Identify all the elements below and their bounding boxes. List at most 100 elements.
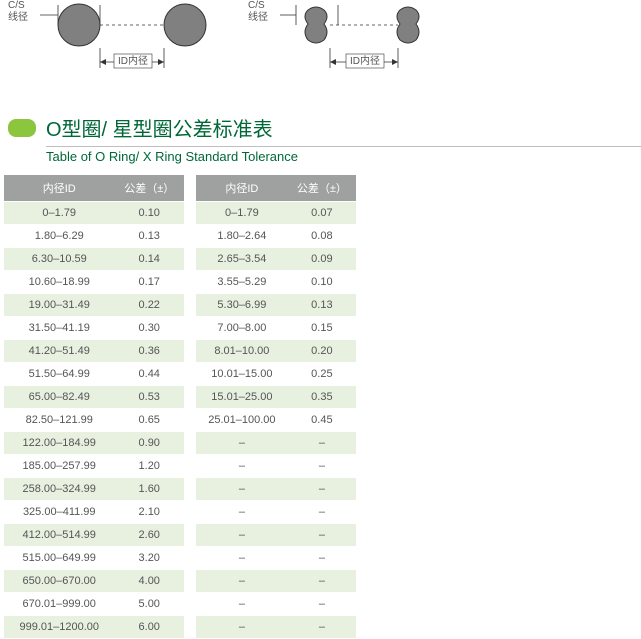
- table-right: 内径ID 公差（±） 0–1.790.071.80–2.640.082.65–3…: [196, 174, 356, 639]
- cell-tol: –: [288, 478, 356, 500]
- cell-tol: –: [288, 570, 356, 592]
- table-row: 82.50–121.990.65: [4, 409, 184, 431]
- diagram-oring: C/S 线径 ID内径: [10, 0, 210, 83]
- cell-tol: 2.10: [114, 501, 184, 523]
- cell-tol: 0.13: [288, 294, 356, 316]
- table-row: 2.65–3.540.09: [196, 248, 356, 270]
- cell-id: 1.80–2.64: [196, 225, 288, 247]
- table-row: 650.00–670.004.00: [4, 570, 184, 592]
- cell-tol: 0.17: [114, 271, 184, 293]
- table-row: ––: [196, 570, 356, 592]
- cell-tol: 0.09: [288, 248, 356, 270]
- cell-id: 31.50–41.19: [4, 317, 114, 339]
- cell-tol: 0.08: [288, 225, 356, 247]
- title-en: Table of O Ring/ X Ring Standard Toleran…: [46, 149, 641, 164]
- cell-tol: –: [288, 432, 356, 454]
- accent-pill-icon: [8, 119, 36, 137]
- cell-tol: 0.65: [114, 409, 184, 431]
- cell-id: 82.50–121.99: [4, 409, 114, 431]
- table-row: ––: [196, 547, 356, 569]
- table-row: 25.01–100.000.45: [196, 409, 356, 431]
- cell-tol: 0.10: [114, 202, 184, 224]
- title-rule: [46, 146, 641, 147]
- cell-id: 0–1.79: [196, 202, 288, 224]
- cell-id: 65.00–82.49: [4, 386, 114, 408]
- cell-tol: 0.53: [114, 386, 184, 408]
- table-row: 258.00–324.991.60: [4, 478, 184, 500]
- cell-id: 515.00–649.99: [4, 547, 114, 569]
- table-row: 0–1.790.07: [196, 202, 356, 224]
- cell-tol: 0.13: [114, 225, 184, 247]
- table-row: 31.50–41.190.30: [4, 317, 184, 339]
- cell-id: –: [196, 616, 288, 638]
- cell-id: 10.01–15.00: [196, 363, 288, 385]
- table-row: 122.00–184.990.90: [4, 432, 184, 454]
- table-row: 19.00–31.490.22: [4, 294, 184, 316]
- tbody-right: 0–1.790.071.80–2.640.082.65–3.540.093.55…: [196, 202, 356, 638]
- cell-id: 25.01–100.00: [196, 409, 288, 431]
- table-row: 412.00–514.992.60: [4, 524, 184, 546]
- cell-tol: 0.07: [288, 202, 356, 224]
- cell-id: 3.55–5.29: [196, 271, 288, 293]
- table-row: 8.01–10.000.20: [196, 340, 356, 362]
- table-row: 1.80–6.290.13: [4, 225, 184, 247]
- id-label-text-x: ID内径: [350, 54, 380, 67]
- cell-id: 670.01–999.00: [4, 593, 114, 615]
- cell-tol: 6.00: [114, 616, 184, 638]
- cell-id: 258.00–324.99: [4, 478, 114, 500]
- title-block: O型圈/ 星型圈公差标准表: [8, 113, 641, 142]
- cell-id: 122.00–184.99: [4, 432, 114, 454]
- cell-id: 2.65–3.54: [196, 248, 288, 270]
- th-tol-r: 公差（±）: [288, 175, 356, 201]
- cell-id: 51.50–64.99: [4, 363, 114, 385]
- cell-id: 412.00–514.99: [4, 524, 114, 546]
- cell-id: 7.00–8.00: [196, 317, 288, 339]
- cell-id: 5.30–6.99: [196, 294, 288, 316]
- th-id-r: 内径ID: [196, 175, 288, 201]
- cs-sub: 线径: [8, 12, 28, 23]
- table-row: ––: [196, 593, 356, 615]
- diagram-xring: C/S 线径 ID内径: [250, 0, 450, 83]
- cell-tol: 0.10: [288, 271, 356, 293]
- table-left: 内径ID 公差（±） 0–1.790.101.80–6.290.136.30–1…: [4, 174, 184, 639]
- table-row: ––: [196, 524, 356, 546]
- cell-tol: –: [288, 455, 356, 477]
- cell-id: –: [196, 501, 288, 523]
- cs-text-x: C/S: [248, 0, 265, 11]
- table-row: 10.01–15.000.25: [196, 363, 356, 385]
- table-row: 999.01–1200.006.00: [4, 616, 184, 638]
- cell-tol: 0.25: [288, 363, 356, 385]
- cell-id: 10.60–18.99: [4, 271, 114, 293]
- cell-id: 185.00–257.99: [4, 455, 114, 477]
- table-row: 7.00–8.000.15: [196, 317, 356, 339]
- cell-tol: 1.60: [114, 478, 184, 500]
- cell-tol: 0.20: [288, 340, 356, 362]
- xring-svg: ID内径: [250, 0, 450, 80]
- oring-svg: ID内径: [10, 0, 210, 80]
- table-row: ––: [196, 455, 356, 477]
- cell-tol: 0.14: [114, 248, 184, 270]
- table-row: 41.20–51.490.36: [4, 340, 184, 362]
- tables-wrap: 内径ID 公差（±） 0–1.790.101.80–6.290.136.30–1…: [0, 174, 641, 639]
- table-row: 51.50–64.990.44: [4, 363, 184, 385]
- cell-tol: 0.35: [288, 386, 356, 408]
- table-row: 325.00–411.992.10: [4, 501, 184, 523]
- cs-label: C/S 线径: [8, 0, 28, 24]
- cell-id: –: [196, 593, 288, 615]
- cell-tol: 0.22: [114, 294, 184, 316]
- cell-tol: 0.30: [114, 317, 184, 339]
- cell-id: –: [196, 432, 288, 454]
- cell-id: 15.01–25.00: [196, 386, 288, 408]
- table-row: ––: [196, 432, 356, 454]
- cell-tol: –: [288, 501, 356, 523]
- cell-tol: –: [288, 524, 356, 546]
- tbody-left: 0–1.790.101.80–6.290.136.30–10.590.1410.…: [4, 202, 184, 638]
- cell-tol: 0.90: [114, 432, 184, 454]
- cell-id: 6.30–10.59: [4, 248, 114, 270]
- table-row: 5.30–6.990.13: [196, 294, 356, 316]
- th-tol: 公差（±）: [114, 175, 184, 201]
- cs-label-x: C/S 线径: [248, 0, 268, 24]
- cell-id: 650.00–670.00: [4, 570, 114, 592]
- table-row: 65.00–82.490.53: [4, 386, 184, 408]
- cs-text: C/S: [8, 0, 25, 11]
